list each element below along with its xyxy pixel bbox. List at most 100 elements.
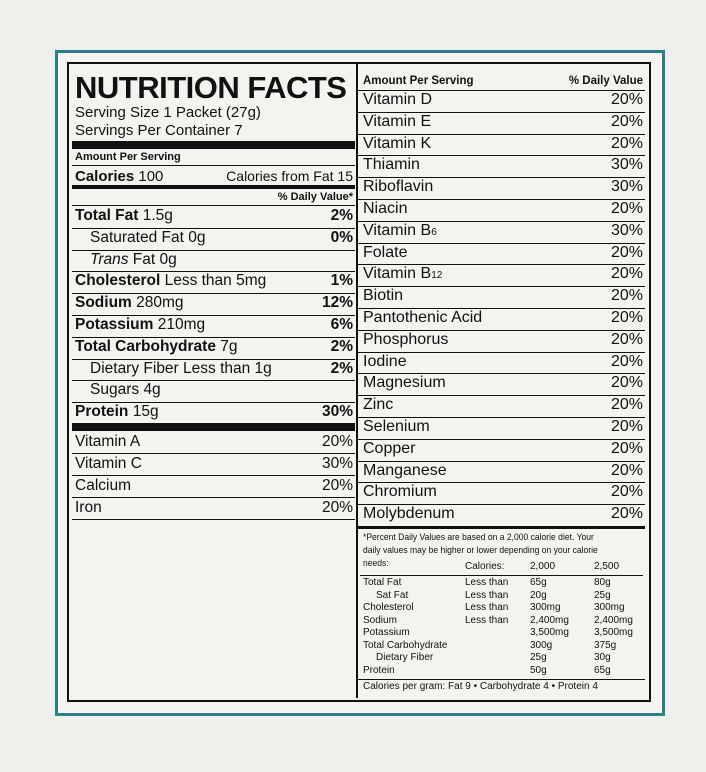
table-value: 375g <box>594 639 617 651</box>
rule <box>358 679 645 680</box>
serving-size: Serving Size 1 Packet (27g) <box>75 104 261 121</box>
vitamin-name: Chromium <box>363 483 437 501</box>
vitamin-name: Niacin <box>363 200 408 217</box>
vitamin-row: Vitamin E <box>363 113 431 131</box>
nutrient-label: Protein <box>75 403 129 421</box>
calories-row: Calories 100 <box>75 168 163 185</box>
table-name: Cholesterol <box>363 602 414 613</box>
vitamin-name: Manganese <box>363 461 447 479</box>
vitamin-name: Vitamin B <box>363 221 432 239</box>
table-value: 3,500mg <box>530 627 569 638</box>
per-gram: Calories per gram: Fat 9 • Carbohydrate … <box>363 681 598 692</box>
vitamin-sub: 6 <box>431 226 437 238</box>
vitamin-row: Selenium <box>363 418 430 436</box>
vitamin-dv: 20% <box>610 352 643 370</box>
rule <box>358 373 645 375</box>
dv-header: % Daily Value <box>568 75 643 87</box>
label-frame <box>67 62 651 702</box>
vitamin-dv: 20% <box>610 287 643 305</box>
rule <box>358 177 645 179</box>
nutrient-row: Sodium 280mg <box>75 294 184 312</box>
nutrient-row: Saturated Fat 0g <box>90 229 205 247</box>
nutrient-row: Sugars 4g <box>90 381 161 399</box>
vitamin-row: Vitamin B6 <box>363 222 437 240</box>
vitamin-name: Iodine <box>363 352 407 370</box>
rule <box>358 351 645 353</box>
vitamin-dv: 20% <box>610 112 643 130</box>
dv-header: % Daily Value* <box>277 191 353 203</box>
rule <box>358 155 645 157</box>
vitamin-row: Biotin <box>363 287 403 305</box>
rule <box>358 220 645 222</box>
vitamin-name: Vitamin A <box>75 433 141 450</box>
vitamin-dv: 20% <box>610 396 643 414</box>
rule <box>358 504 645 506</box>
nutrient-dv: 0% <box>330 228 353 246</box>
vitamin-name: Phosphorus <box>363 330 449 348</box>
vitamin-sub: 12 <box>431 270 443 282</box>
vitamin-row: Iodine <box>363 353 407 371</box>
vitamin-name: Molybdenum <box>363 505 455 523</box>
nutrient-label: Sugars <box>90 381 140 399</box>
table-value: 65g <box>530 577 547 588</box>
vitamin-row: Vitamin K <box>363 135 431 153</box>
rule <box>72 271 355 273</box>
nutrient-label: Saturated Fat <box>90 228 184 246</box>
rule <box>358 417 645 418</box>
vitamin-dv: 20% <box>610 461 643 479</box>
rule <box>358 199 645 200</box>
vitamin-row: Vitamin D <box>363 91 432 109</box>
label-border <box>55 50 665 716</box>
vitamin-name: Folate <box>363 243 408 261</box>
rule <box>72 336 355 338</box>
vitamin-name: Vitamin E <box>363 112 432 130</box>
rule <box>72 165 355 166</box>
table-name: Total Fat <box>363 577 402 588</box>
nutrient-row: Trans Fat 0g <box>90 251 177 269</box>
rule <box>358 264 645 266</box>
nutrient-row: Potassium 210mg <box>75 316 205 334</box>
rule <box>358 438 645 440</box>
table-value: 300g <box>530 639 553 651</box>
rule <box>360 575 643 576</box>
vitamin-dv: 20% <box>610 374 643 392</box>
nutrient-amount: 1.5g <box>142 207 173 224</box>
rule <box>358 242 645 244</box>
table-qualifier: Less than <box>465 602 509 613</box>
table-qualifier: Less than <box>465 589 509 601</box>
rule <box>72 185 355 189</box>
table-value: 65g <box>594 664 611 676</box>
nutrient-dv: 12% <box>321 294 353 312</box>
table-value: 25g <box>594 589 611 601</box>
rule <box>358 90 645 91</box>
nutrient-label: Potassium <box>75 316 154 333</box>
vitamin-dv: 20% <box>321 433 353 450</box>
rule <box>72 205 355 206</box>
vitamin-row: Zinc <box>363 396 393 414</box>
vitamin-name: Riboflavin <box>363 178 434 196</box>
calories-value: 100 <box>138 168 164 185</box>
rule <box>358 286 645 288</box>
vitamin-name: Vitamin C <box>75 455 142 472</box>
nutrient-amount: 0g <box>159 250 177 268</box>
vitamin-row: Manganese <box>363 462 447 480</box>
vitamin-row: Chromium <box>363 483 437 501</box>
vitamin-row: Magnesium <box>363 374 446 392</box>
rule <box>72 358 355 360</box>
table-name: Protein <box>363 664 395 676</box>
table-value: 300mg <box>530 602 561 613</box>
vitamin-name: Calcium <box>75 477 131 494</box>
column-divider <box>356 64 358 698</box>
vitamin-dv: 20% <box>610 505 643 523</box>
vitamin-name: Vitamin B <box>363 265 432 283</box>
table-value: 20g <box>530 589 547 601</box>
vitamin-dv: 20% <box>610 309 643 326</box>
rule <box>72 227 355 229</box>
nutrient-dv: 2% <box>330 337 353 355</box>
nutrient-label: Cholesterol <box>75 272 161 290</box>
vitamin-dv: 30% <box>610 178 643 196</box>
rule <box>72 423 355 431</box>
rule <box>358 308 645 309</box>
vitamin-dv: 20% <box>610 439 643 457</box>
